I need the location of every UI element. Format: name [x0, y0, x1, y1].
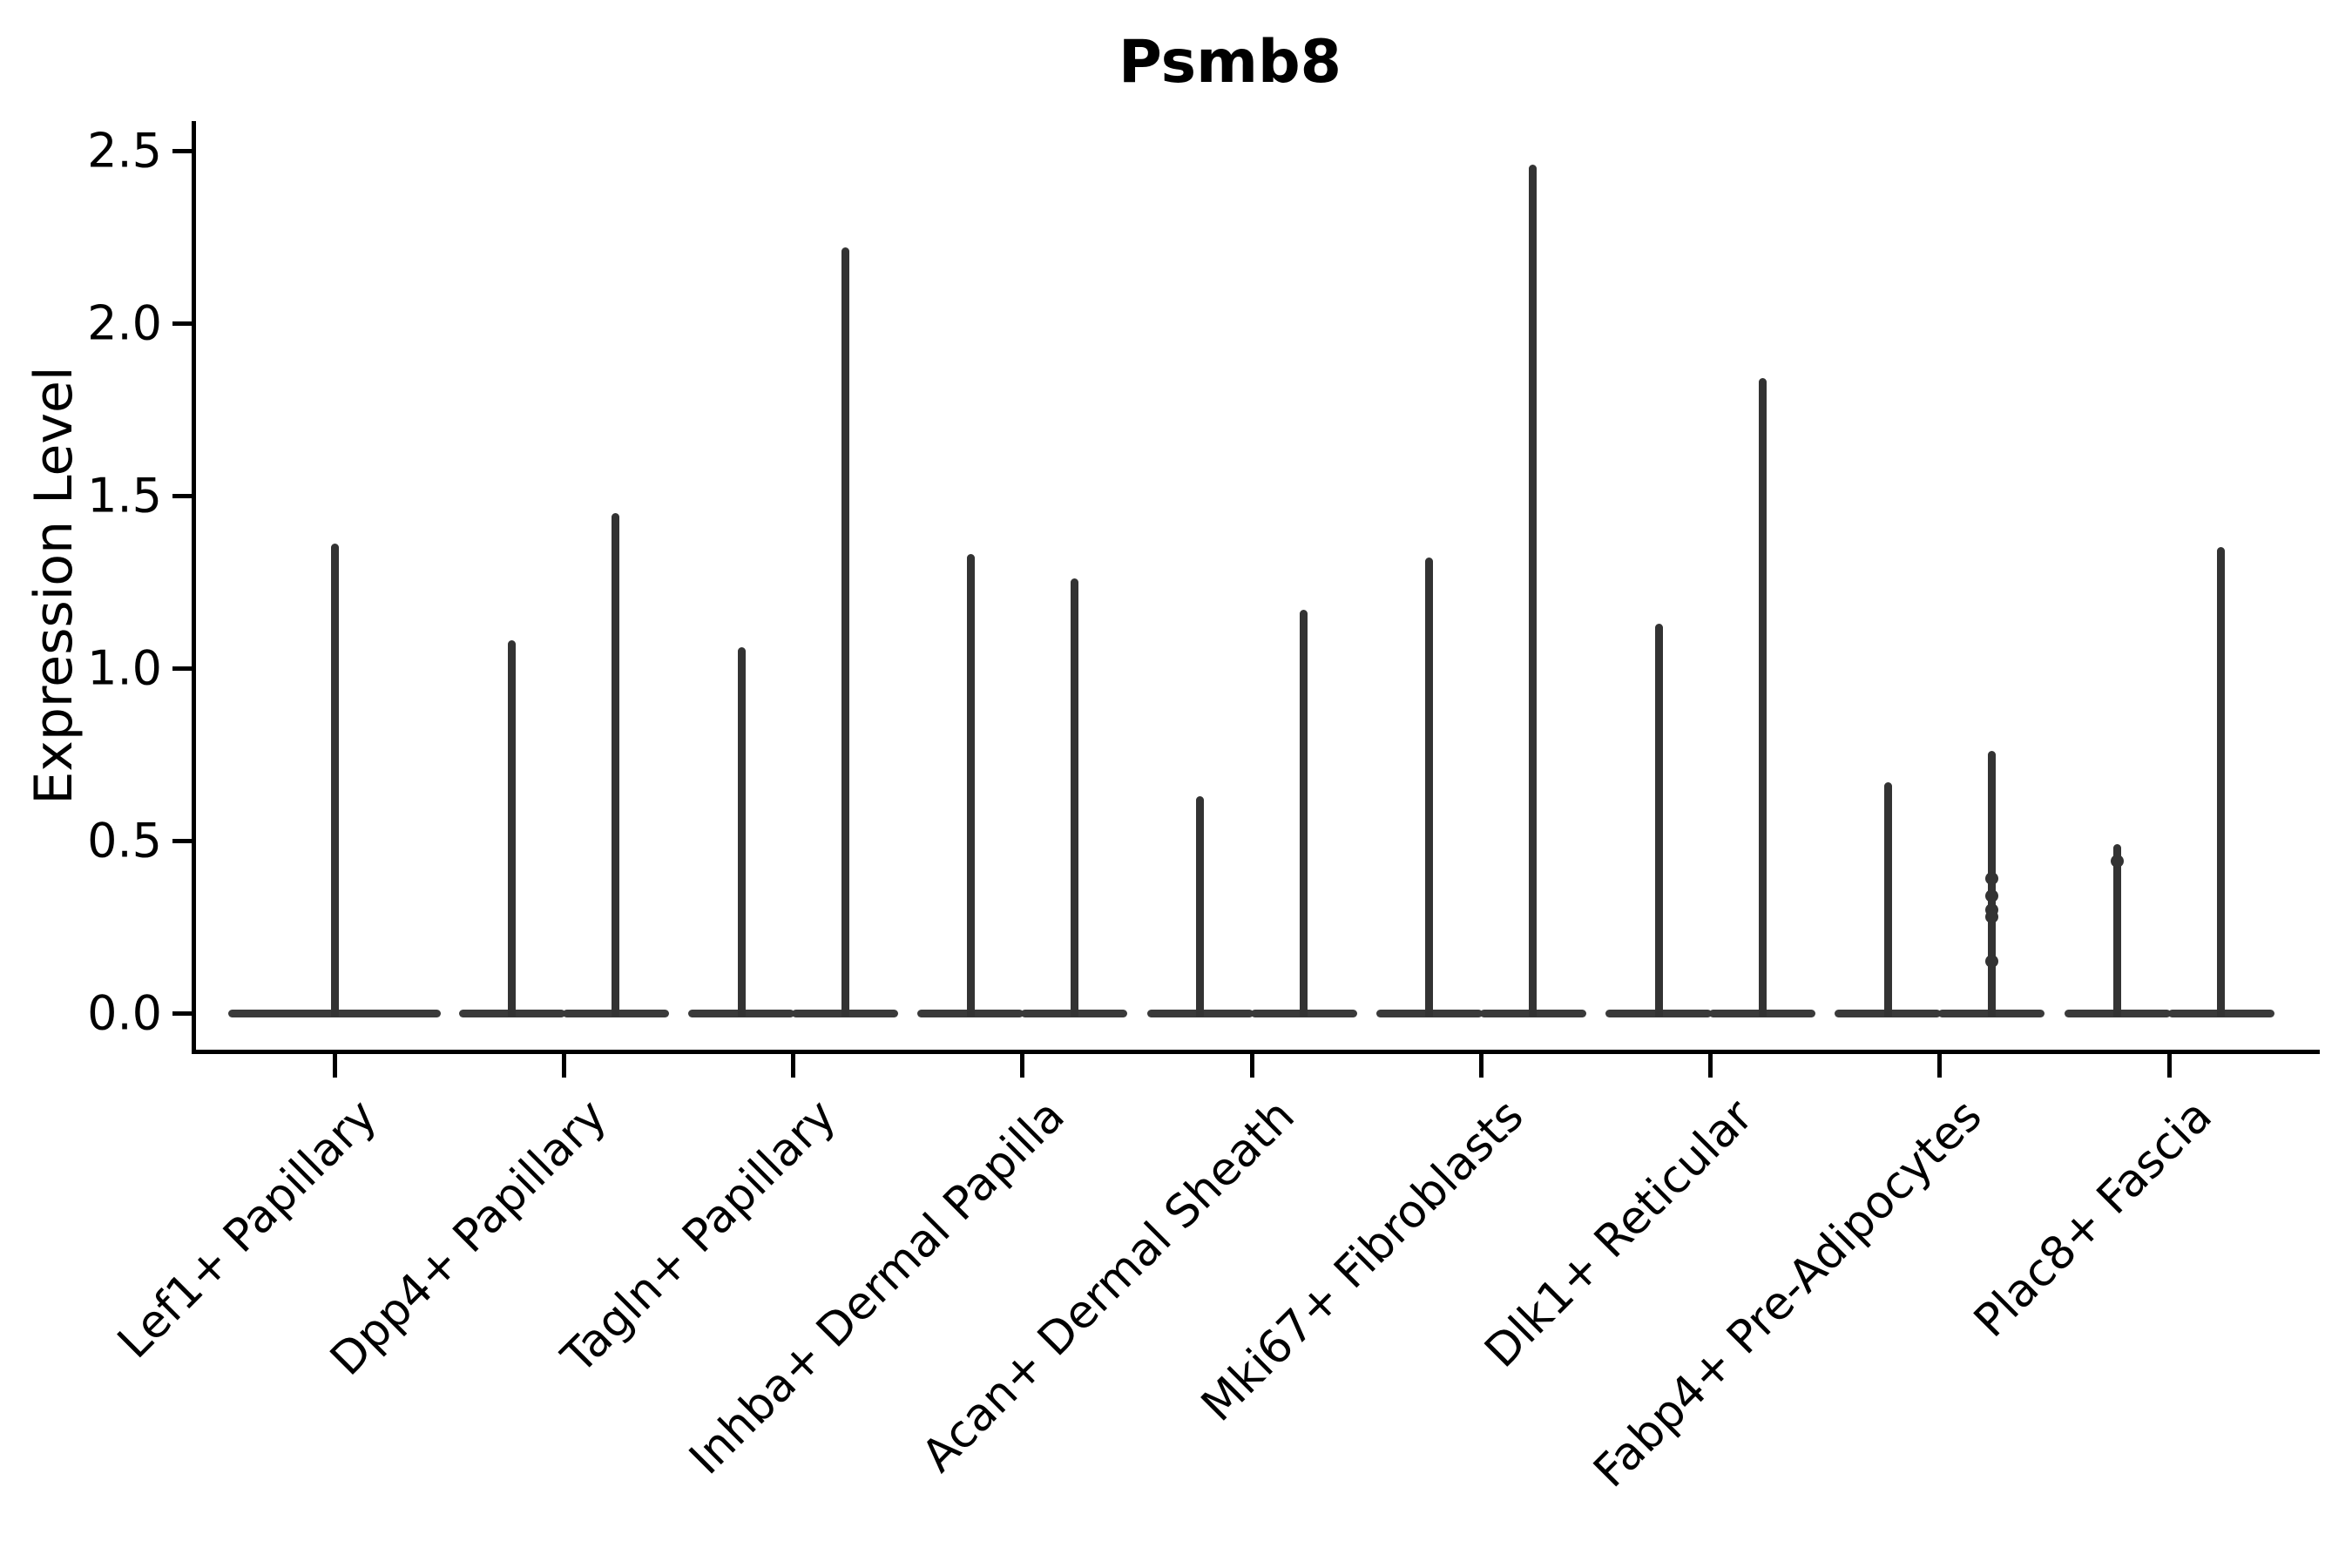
violin-spike: [2217, 547, 2225, 1017]
y-axis-spine: [192, 121, 196, 1054]
violin-spike: [1300, 609, 1308, 1017]
violin-spike: [1196, 795, 1204, 1017]
y-tick: [172, 321, 192, 326]
x-tick-label: Plac8+ Fascia: [1963, 1090, 2222, 1348]
y-tick-label: 0.5: [87, 813, 162, 868]
y-tick-label: 0.0: [87, 985, 162, 1041]
y-tick: [172, 148, 192, 153]
x-tick: [561, 1054, 566, 1078]
violin-spike: [1070, 578, 1078, 1017]
y-tick-label: 2.5: [87, 123, 162, 179]
x-tick: [1937, 1054, 1943, 1078]
x-tick: [1708, 1054, 1713, 1078]
violin-spike: [1425, 558, 1434, 1017]
x-tick: [791, 1054, 795, 1078]
violin-spike: [841, 247, 849, 1017]
y-tick-label: 2.0: [87, 295, 162, 351]
jitter-dot: [1984, 955, 1998, 969]
violin-spike: [737, 647, 746, 1017]
x-tick-label: Inhba+ Dermal Papilla: [679, 1090, 1076, 1485]
jitter-dot: [2111, 855, 2124, 868]
y-tick-label: 1.5: [87, 468, 162, 524]
x-axis-spine: [192, 1050, 2320, 1054]
chart-title: Psmb8: [1119, 28, 1342, 97]
violin-spike: [1654, 623, 1663, 1017]
y-tick: [172, 666, 192, 671]
violin-spike: [966, 554, 975, 1017]
violin-spike: [1883, 781, 1892, 1017]
jitter-dot: [1984, 872, 1998, 886]
x-tick: [332, 1054, 337, 1078]
violin-spike: [612, 512, 620, 1017]
violin-spike: [508, 640, 517, 1017]
y-tick: [172, 838, 192, 843]
violin-spike: [1758, 378, 1767, 1017]
x-tick: [2166, 1054, 2172, 1078]
violin-spike: [1529, 164, 1538, 1017]
x-tick: [1020, 1054, 1025, 1078]
y-tick: [172, 493, 192, 498]
x-tick: [1478, 1054, 1484, 1078]
x-tick-label: Acan+ Dermal Sheath: [911, 1090, 1305, 1483]
violin-spike: [2113, 843, 2121, 1017]
violin-spike: [330, 544, 339, 1017]
jitter-dot: [1984, 889, 1998, 902]
x-tick: [1249, 1054, 1254, 1078]
y-tick: [172, 1010, 192, 1016]
y-tick-label: 1.0: [87, 640, 162, 696]
jitter-dot: [1984, 909, 1998, 923]
x-tick-label: Fabp4+ Pre-Adipocytes: [1584, 1090, 1993, 1498]
